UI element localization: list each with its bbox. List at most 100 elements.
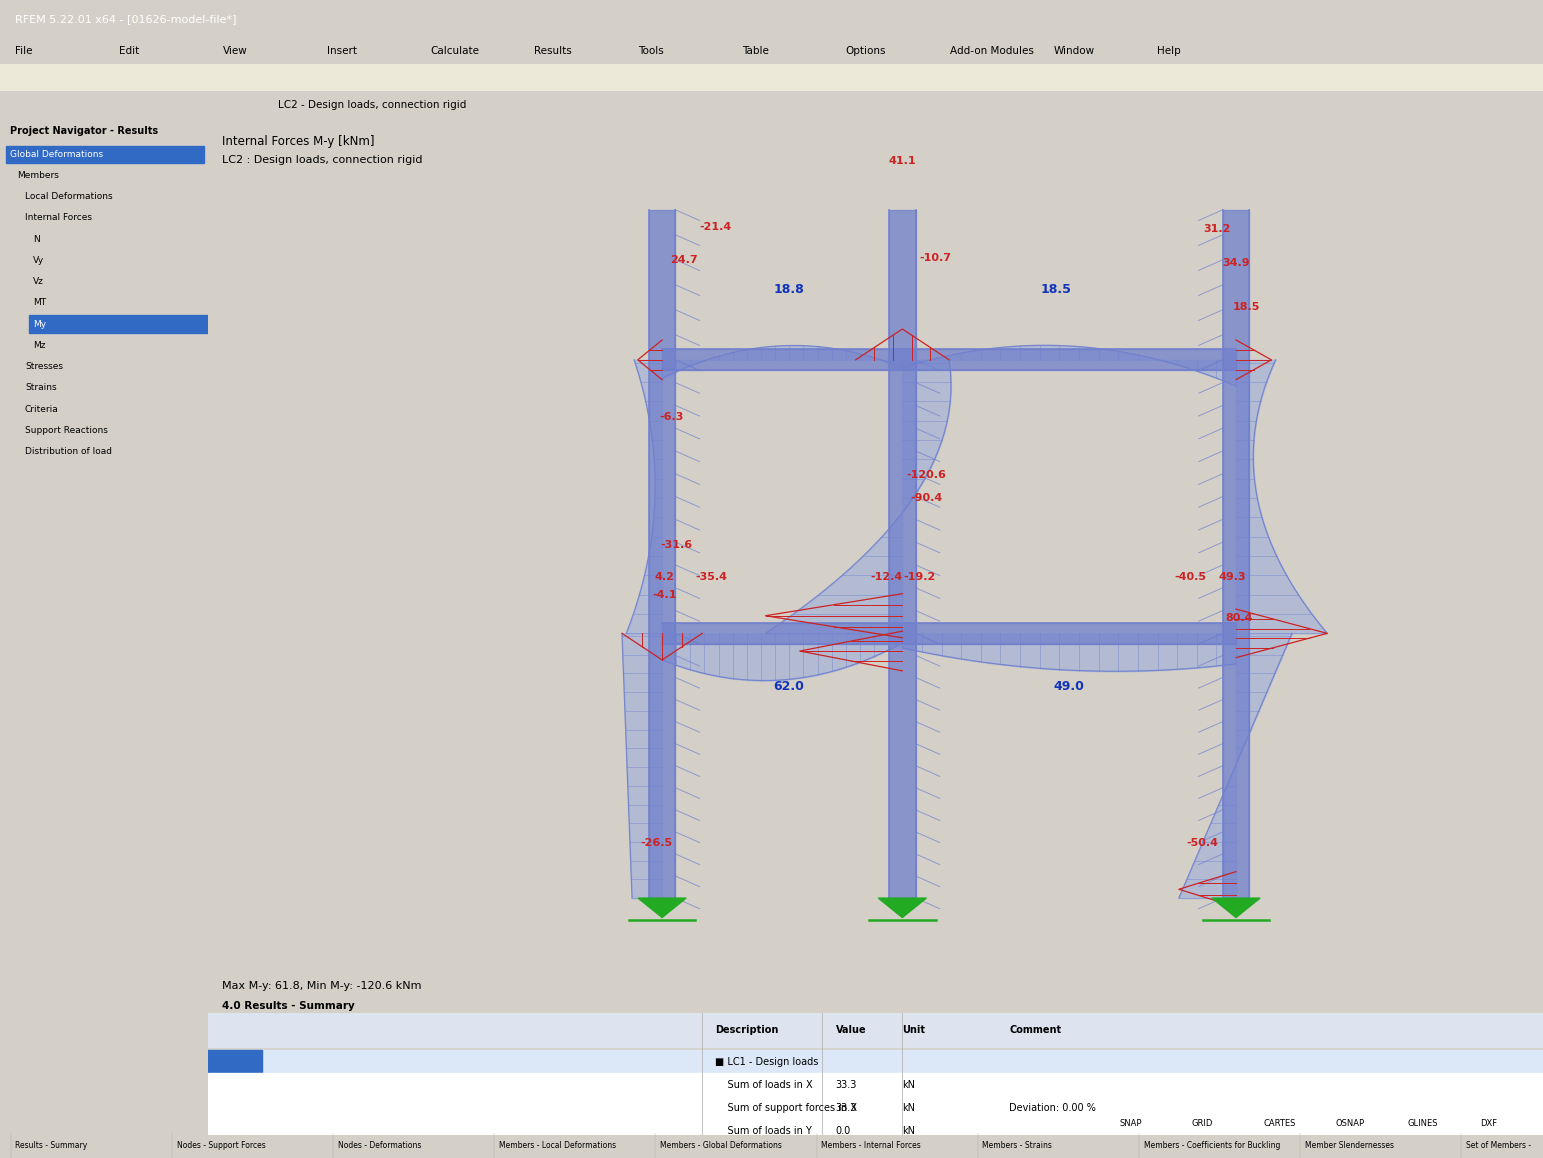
Text: Nodes - Support Forces: Nodes - Support Forces [176,1141,265,1150]
Text: Window: Window [1054,46,1094,56]
Text: Member Slendernesses: Member Slendernesses [1305,1141,1393,1150]
Text: Criteria: Criteria [25,404,59,413]
Text: N: N [34,235,40,243]
Text: -19.2: -19.2 [904,572,935,582]
Text: Insert: Insert [327,46,356,56]
Bar [208,1049,262,1072]
Text: 0.0: 0.0 [836,1127,850,1136]
Text: -6.3: -6.3 [659,412,684,423]
Text: Vz: Vz [34,277,45,286]
Text: -35.4: -35.4 [696,572,727,582]
Bar [208,1119,1543,1142]
Bar [648,210,676,899]
Text: View: View [224,46,248,56]
Text: OSNAP: OSNAP [1336,1119,1364,1128]
Text: 4.0 Results - Summary: 4.0 Results - Summary [222,1002,355,1011]
Bar [6,146,204,163]
Text: Internal Forces M-y [kNm]: Internal Forces M-y [kNm] [222,134,373,148]
Text: Global Deformations: Global Deformations [11,149,103,159]
Text: -12.4: -12.4 [870,572,903,582]
Text: LC2 : Design loads, connection rigid: LC2 : Design loads, connection rigid [222,155,423,166]
Text: Description: Description [716,1025,779,1035]
Text: ■ LC1 - Design loads: ■ LC1 - Design loads [716,1057,819,1067]
Text: Help: Help [1157,46,1180,56]
Text: GRID: GRID [1191,1119,1213,1128]
Text: Add-on Modules: Add-on Modules [949,46,1034,56]
Text: kN: kN [903,1104,915,1113]
Text: -26.5: -26.5 [640,838,673,849]
Bar [208,1013,1543,1047]
Text: Nodes - Deformations: Nodes - Deformations [338,1141,421,1150]
Text: Sum of loads in Y: Sum of loads in Y [716,1127,812,1136]
Bar [29,315,227,332]
Text: 80.4: 80.4 [1225,614,1253,623]
Text: My: My [34,320,46,329]
Bar [662,623,1236,644]
Text: 33.3: 33.3 [836,1104,856,1113]
Text: Members - Global Deformations: Members - Global Deformations [660,1141,782,1150]
Bar [208,1049,1543,1072]
Bar [889,210,915,899]
Text: Set of Members -: Set of Members - [1466,1141,1531,1150]
Text: Table: Table [742,46,768,56]
Text: 49.0: 49.0 [1054,680,1085,692]
Text: 34.9: 34.9 [1222,258,1250,267]
Text: Project Navigator - Results: Project Navigator - Results [11,126,159,137]
Text: Strains: Strains [25,383,57,393]
Text: Vy: Vy [34,256,45,265]
Text: MT: MT [34,299,46,307]
Text: kN: kN [903,1127,915,1136]
Text: Unit: Unit [903,1025,926,1035]
Text: -10.7: -10.7 [920,254,952,263]
Text: Deviation: 0.00 %: Deviation: 0.00 % [1009,1104,1096,1113]
Text: 18.5: 18.5 [1040,283,1071,295]
Bar [662,350,1236,371]
Text: 41.1: 41.1 [889,156,917,167]
Text: Support Reactions: Support Reactions [25,426,108,434]
Text: Mz: Mz [34,340,46,350]
Text: Tools: Tools [639,46,663,56]
Bar [208,1072,1543,1095]
Text: 4.2: 4.2 [654,572,674,582]
Text: Members - Strains: Members - Strains [983,1141,1052,1150]
Text: Calculate: Calculate [430,46,480,56]
Text: 62.0: 62.0 [773,680,804,692]
Text: SNAP: SNAP [1120,1119,1142,1128]
Text: kN: kN [903,1080,915,1090]
Text: Value: Value [836,1025,866,1035]
Text: Members: Members [17,171,59,179]
Text: Results - Summary: Results - Summary [15,1141,88,1150]
Text: 33.3: 33.3 [836,1080,856,1090]
Text: -120.6: -120.6 [906,469,946,479]
Text: Comment: Comment [1009,1025,1062,1035]
Text: Distribution of load: Distribution of load [25,447,113,456]
Polygon shape [878,899,926,917]
Text: -50.4: -50.4 [1187,838,1219,849]
Text: Internal Forces: Internal Forces [25,213,93,222]
Text: LC2 - Design loads, connection rigid: LC2 - Design loads, connection rigid [278,101,466,110]
Text: Local Deformations: Local Deformations [25,192,113,201]
Text: CARTES: CARTES [1264,1119,1296,1128]
Text: Sum of loads in X: Sum of loads in X [716,1080,813,1090]
Text: -4.1: -4.1 [653,591,677,601]
Text: Max M-y: 61.8, Min M-y: -120.6 kNm: Max M-y: 61.8, Min M-y: -120.6 kNm [222,981,421,991]
Text: -90.4: -90.4 [910,493,943,504]
Text: 31.2: 31.2 [1204,225,1231,234]
Text: Stresses: Stresses [25,362,63,371]
Text: Sum of support forces in X: Sum of support forces in X [716,1104,858,1113]
Bar [208,1095,1543,1119]
Text: 18.8: 18.8 [773,283,804,295]
Text: Members - Local Deformations: Members - Local Deformations [498,1141,616,1150]
Text: Options: Options [846,46,886,56]
Text: Edit: Edit [119,46,139,56]
Polygon shape [639,899,687,917]
Polygon shape [1211,899,1261,917]
Text: Results: Results [534,46,572,56]
Text: 18.5: 18.5 [1233,302,1261,312]
Text: -31.6: -31.6 [660,540,693,550]
Text: RFEM 5.22.01 x64 - [01626-model-file*]: RFEM 5.22.01 x64 - [01626-model-file*] [15,14,238,24]
Text: 49.3: 49.3 [1219,572,1245,582]
Bar [1222,210,1250,899]
Text: File: File [15,46,32,56]
Text: DXF: DXF [1480,1119,1497,1128]
